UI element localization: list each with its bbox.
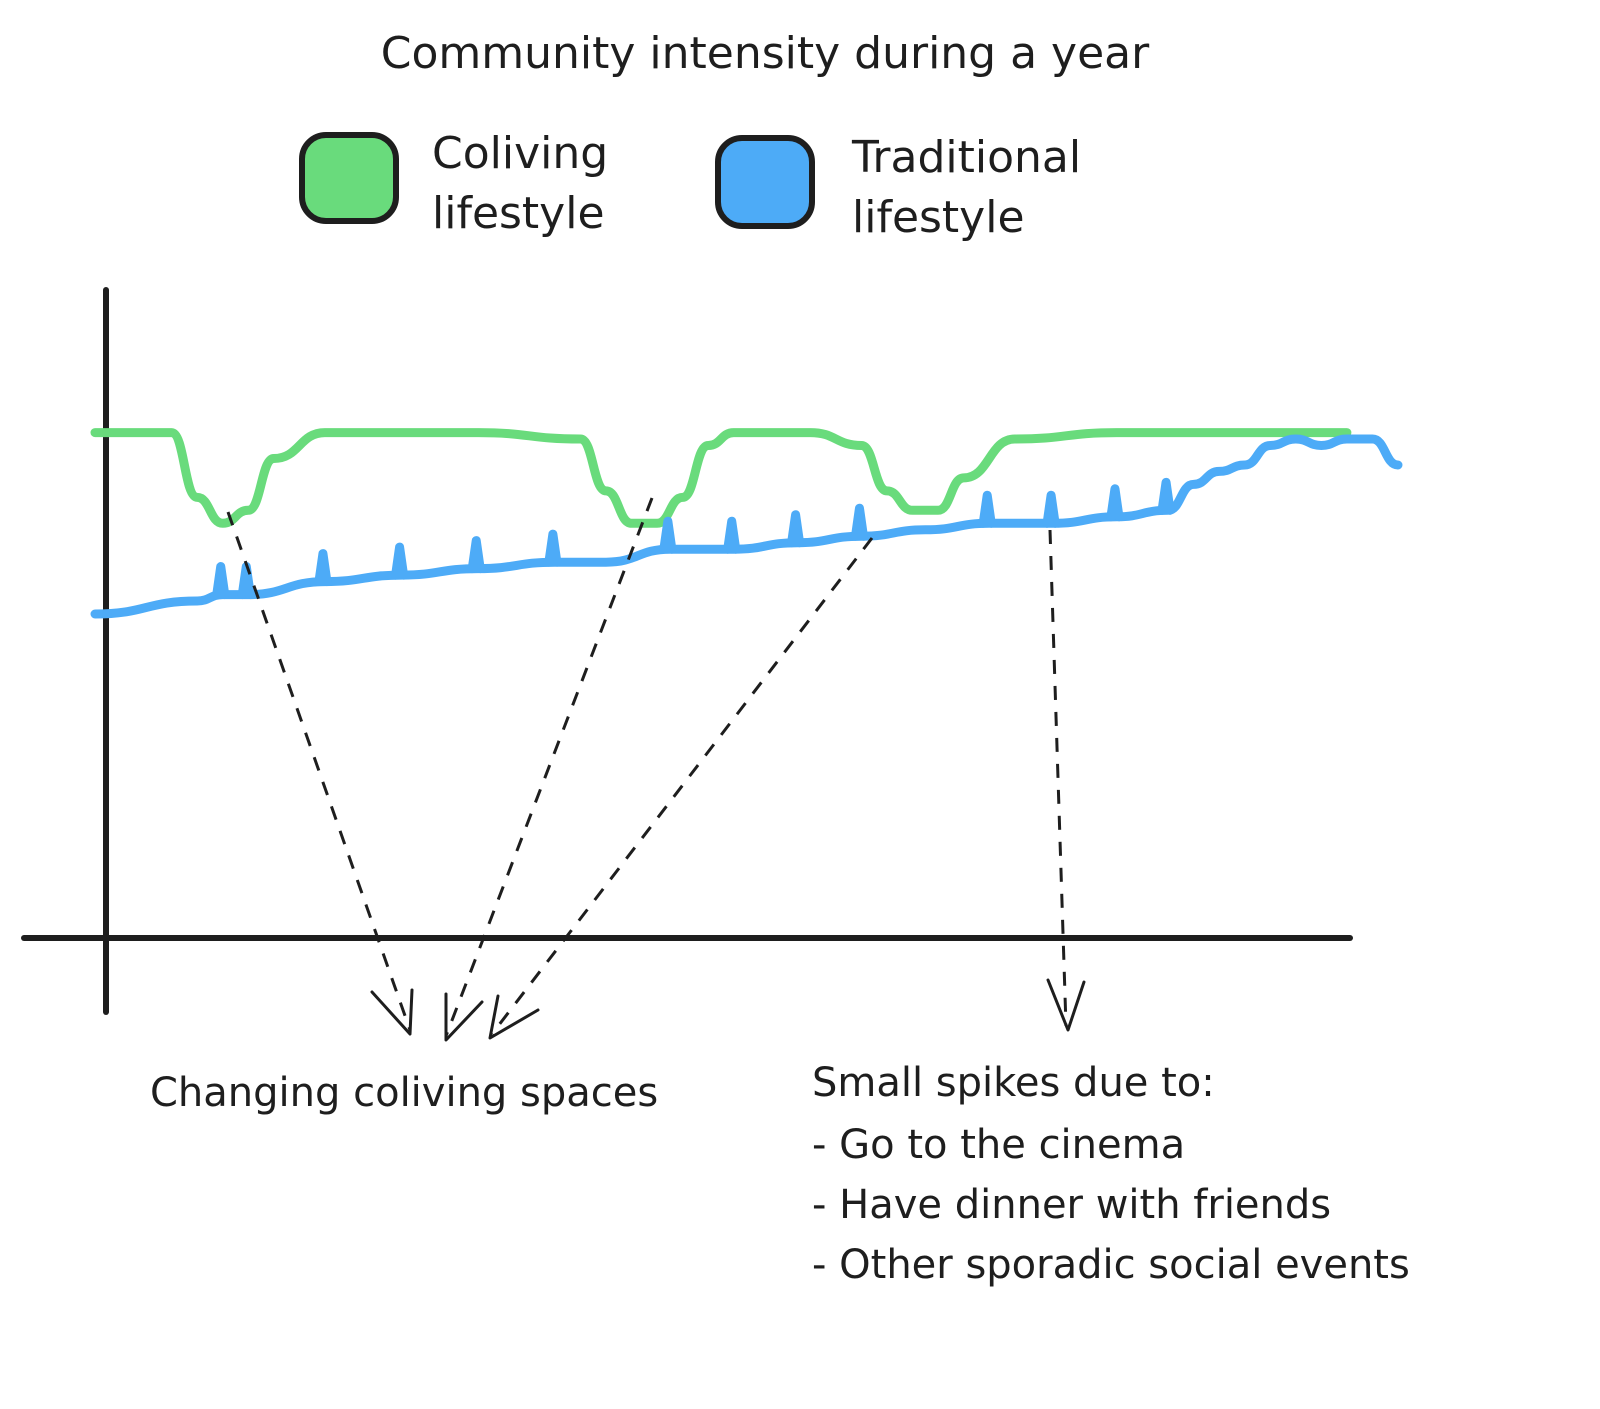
annotation-social-events: - Other sporadic social events [812, 1242, 1410, 1288]
traditional-spike [1042, 490, 1060, 528]
arrow-to-changing-spaces-1 [226, 511, 412, 1031]
traditional-spike [850, 503, 868, 541]
arrowhead-changing-spaces-2 [444, 992, 484, 1042]
arrowhead-small-spikes [1046, 978, 1086, 1032]
annotation-small-spikes-heading: Small spikes due to: [812, 1060, 1215, 1106]
legend-label-traditional-line1: Traditional [851, 132, 1081, 183]
arrowhead-changing-spaces-3 [488, 994, 540, 1040]
legend: Coliving lifestyle Traditional lifestyle [299, 128, 1081, 243]
legend-swatch-traditional [715, 135, 815, 229]
traditional-spike [467, 536, 485, 574]
traditional-spike [1106, 484, 1124, 522]
annotation-cinema: - Go to the cinema [812, 1122, 1185, 1168]
annotation-changing-spaces: Changing coliving spaces [150, 1070, 658, 1116]
series-line-coliving [90, 428, 1352, 528]
legend-label-coliving-line1: Coliving [432, 128, 608, 179]
arrow-to-small-spikes [1048, 529, 1068, 1027]
traditional-spike [723, 516, 741, 554]
arrowhead-changing-spaces-1 [370, 988, 414, 1036]
arrow-to-changing-spaces-2 [444, 497, 654, 1037]
traditional-spike [212, 562, 230, 600]
legend-swatch-coliving [299, 132, 399, 224]
series-layer [90, 428, 1403, 619]
traditional-spike [787, 510, 805, 548]
annotation-dinner: - Have dinner with friends [812, 1182, 1331, 1228]
traditional-spike [544, 529, 562, 567]
legend-label-traditional-line2: lifestyle [852, 192, 1025, 243]
arrow-to-changing-spaces-3 [490, 537, 874, 1035]
traditional-spike [391, 542, 409, 580]
traditional-spike [978, 490, 996, 528]
traditional-spike [1157, 477, 1175, 515]
series-line-traditional [90, 434, 1403, 619]
legend-label-coliving-line2: lifestyle [432, 188, 605, 239]
traditional-spike [314, 549, 332, 587]
annotation-arrows [226, 497, 1086, 1042]
traditional-spike [659, 516, 677, 554]
chart-title: Community intensity during a year [381, 28, 1150, 79]
